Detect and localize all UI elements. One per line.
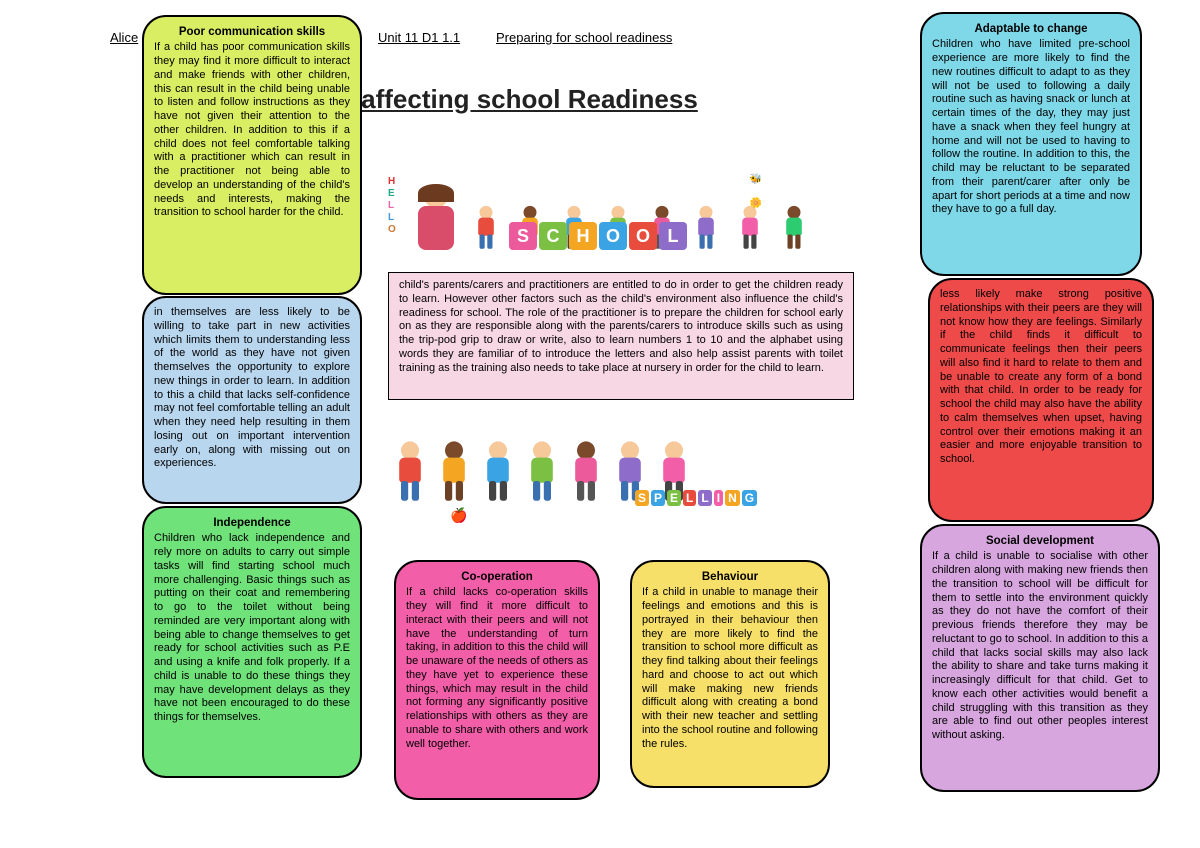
box-body: less likely make strong positive relatio… <box>940 288 1142 467</box>
box-body: Children who lack independence and rely … <box>154 532 350 725</box>
box-social-development: Social development If a child is unable … <box>920 524 1160 792</box>
header-right: Preparing for school readiness <box>496 30 672 45</box>
box-adaptable-to-change: Adaptable to change Children who have li… <box>920 12 1142 276</box>
bee-icon: 🐝 <box>750 174 762 185</box>
box-body: Children who have limited pre-school exp… <box>932 38 1130 217</box>
box-emotions: less likely make strong positive relatio… <box>928 278 1154 522</box>
illustration-school-kids: H E L L O SCHOOL 🐝 🌼 <box>384 170 858 270</box>
box-self-confidence: in themselves are less likely to be will… <box>142 296 362 504</box>
flower-icon: 🌼 <box>750 198 762 209</box>
box-behaviour: Behaviour If a child in unable to manage… <box>630 560 830 788</box>
box-body: If a child is unable to socialise with o… <box>932 550 1148 743</box>
box-body: If a child lacks co-operation skills the… <box>406 586 588 751</box>
page-stage: Alice Unit 11 D1 1.1 Preparing for schoo… <box>0 0 1200 848</box>
school-letter-blocks: SCHOOL <box>508 222 688 250</box>
center-description: child's parents/carers and practitioners… <box>388 272 854 400</box>
box-independence: Independence Children who lack independe… <box>142 506 362 778</box>
apple-icon: 🍎 <box>450 507 467 524</box>
box-cooperation: Co-operation If a child lacks co-operati… <box>394 560 600 800</box>
header-mid: Unit 11 D1 1.1 <box>378 30 460 45</box>
box-title: Co-operation <box>406 570 588 584</box>
box-poor-communication: Poor communication skills If a child has… <box>142 15 362 295</box>
box-title: Independence <box>154 516 350 530</box>
box-title: Social development <box>932 534 1148 548</box>
illustration-spelling-kids: SPELLING 🍎 <box>384 420 858 530</box>
box-body: If a child has poor communication skills… <box>154 41 350 220</box>
spelling-word: SPELLING <box>634 490 758 506</box>
box-body: If a child in unable to manage their fee… <box>642 586 818 751</box>
box-title: Poor communication skills <box>154 25 350 39</box>
center-description-text: child's parents/carers and practitioners… <box>399 279 843 374</box>
box-title: Behaviour <box>642 570 818 584</box>
box-title: Adaptable to change <box>932 22 1130 36</box>
header-left: Alice <box>110 30 138 45</box>
hello-letters: H <box>388 176 395 187</box>
box-body: in themselves are less likely to be will… <box>154 306 350 471</box>
teacher-figure <box>410 184 462 268</box>
